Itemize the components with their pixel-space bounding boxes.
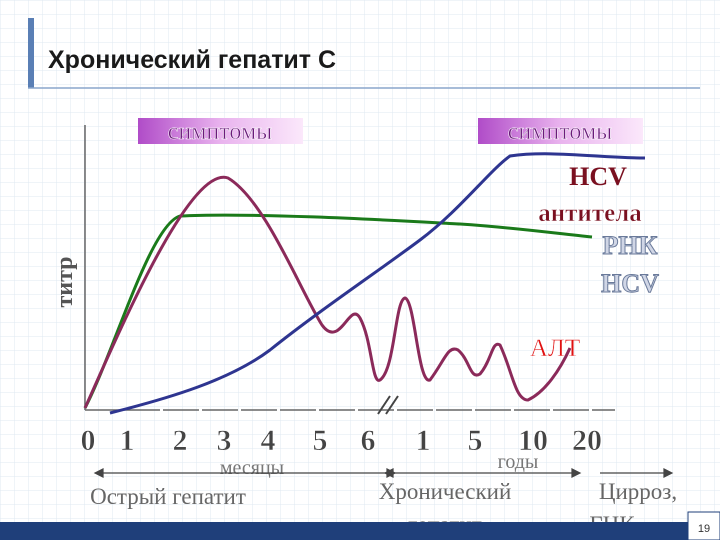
acute-label: Острый гепатит — [90, 484, 246, 509]
page-number: 19 — [698, 523, 710, 535]
x-tick-label: 3 — [217, 424, 232, 457]
alt-label: АЛТ — [530, 335, 580, 362]
rna-label: HCV — [601, 269, 659, 298]
x-tick-label: 6 — [361, 424, 376, 457]
axis-break — [377, 395, 399, 415]
x-tick-labels: 0 1 2 3 4 5 6 1 5 10 20 — [80, 424, 602, 458]
x-tick-label: 10 — [518, 424, 548, 457]
alt-curve — [83, 175, 572, 409]
symptoms-box — [138, 118, 303, 144]
page-box — [687, 511, 720, 540]
antibodies-label: антитела — [538, 200, 642, 227]
x-tick-label: 5 — [313, 424, 328, 457]
chronic-label: Хронический — [379, 479, 512, 504]
x-tick-label: 0 — [81, 424, 96, 457]
chronic-arrow — [383, 468, 582, 478]
x-tick-label: 1 — [416, 424, 431, 457]
cirrhosis-arrow — [600, 468, 674, 478]
rna-curve — [109, 152, 646, 415]
antibody-curve — [83, 213, 593, 409]
years-label: годы — [498, 451, 539, 473]
x-tick-label: 20 — [572, 424, 602, 457]
hcv-label: HCV — [569, 162, 627, 191]
symptoms-label: симптомы — [508, 119, 613, 145]
accent-bar — [28, 18, 34, 88]
cirrhosis-label: Цирроз, — [599, 479, 677, 504]
titer-label: титр — [52, 256, 78, 307]
rna-label: РНК — [603, 231, 658, 260]
symptoms-label: симптомы — [168, 119, 273, 145]
footer-bar — [0, 522, 720, 540]
title: Хронический гепатит С — [48, 46, 336, 74]
x-tick-label: 4 — [261, 424, 276, 457]
months-label: месяцы — [220, 457, 284, 479]
symptoms-box — [478, 118, 643, 144]
x-tick-label: 1 — [120, 424, 135, 457]
x-tick-label: 5 — [468, 424, 483, 457]
x-tick-label: 2 — [173, 424, 188, 457]
